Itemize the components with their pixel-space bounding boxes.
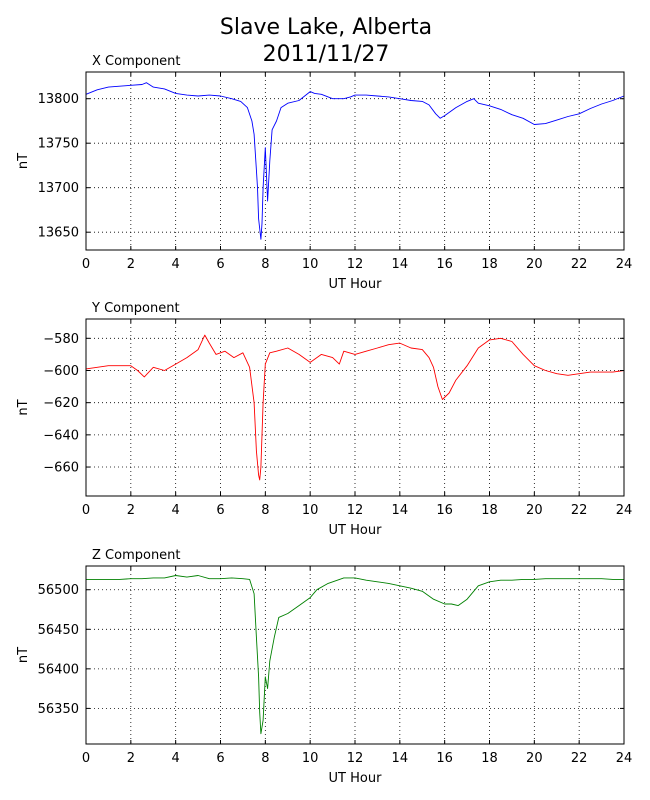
x-tick-label: 24: [616, 257, 633, 272]
series-line: [85, 82, 625, 240]
x-tick-label: 2: [127, 257, 135, 272]
x-tick-label: 24: [616, 503, 633, 518]
x-tick-label: 16: [436, 751, 453, 766]
x-tick-label: 18: [481, 257, 498, 272]
x-tick-label: 18: [481, 751, 498, 766]
y-tick-label: 13750: [38, 137, 79, 152]
x-tick-label: 8: [261, 257, 269, 272]
x-tick-label: 22: [571, 257, 588, 272]
x-tick-label: 14: [392, 503, 409, 518]
x-tick-label: 2: [127, 503, 135, 518]
y-tick-label: 13650: [38, 226, 79, 241]
x-tick-label: 0: [82, 751, 90, 766]
x-axis-label: UT Hour: [329, 277, 383, 292]
x-tick-label: 4: [172, 751, 180, 766]
y-axis-label: nT: [16, 399, 31, 415]
figure-title-line1: Slave Lake, Alberta: [220, 15, 432, 40]
x-tick-label: 14: [392, 751, 409, 766]
x-tick-label: 20: [526, 503, 543, 518]
y-tick-label: −620: [43, 396, 79, 411]
panel-title: Z Component: [92, 548, 181, 563]
panel-title: Y Component: [91, 301, 180, 316]
x-tick-label: 6: [216, 257, 224, 272]
x-tick-label: 0: [82, 503, 90, 518]
x-tick-label: 4: [172, 257, 180, 272]
x-tick-label: 10: [302, 503, 319, 518]
x-tick-label: 8: [261, 751, 269, 766]
y-tick-label: −640: [43, 428, 79, 443]
y-axis-label: nT: [16, 153, 31, 169]
series-line: [86, 575, 624, 735]
y-axis-label: nT: [16, 647, 31, 663]
chart-panel-1: 0 2 4 6 8 10 12 14 16 18 20 22 241365013700137501380…: [16, 54, 632, 292]
y-tick-label: 56500: [38, 583, 79, 598]
x-tick-label: 14: [392, 257, 409, 272]
x-axis-label: UT Hour: [329, 523, 383, 538]
x-tick-label: 24: [616, 751, 633, 766]
series-line: [85, 334, 625, 481]
panel-title: X Component: [92, 54, 181, 69]
x-tick-label: 20: [526, 751, 543, 766]
x-tick-label: 6: [216, 503, 224, 518]
x-tick-label: 16: [436, 503, 453, 518]
x-tick-label: 8: [261, 503, 269, 518]
x-tick-label: 4: [172, 503, 180, 518]
x-tick-label: 12: [347, 503, 364, 518]
y-tick-label: −660: [43, 461, 79, 476]
x-tick-label: 16: [436, 257, 453, 272]
x-tick-label: 12: [347, 257, 364, 272]
x-tick-label: 18: [481, 503, 498, 518]
x-tick-label: 22: [571, 751, 588, 766]
y-tick-label: −600: [43, 364, 79, 379]
chart-panel-2: 0 2 4 6 8 10 12 14 16 18 20 22 24−660−640−620−600−58…: [16, 301, 632, 538]
x-axis-label: UT Hour: [329, 771, 383, 786]
figure-title-line2: 2011/11/27: [263, 42, 390, 67]
y-tick-label: 13700: [38, 181, 79, 196]
y-tick-label: 56400: [38, 662, 79, 677]
x-tick-label: 22: [571, 503, 588, 518]
y-tick-label: 56350: [38, 702, 79, 717]
x-tick-label: 20: [526, 257, 543, 272]
x-tick-label: 12: [347, 751, 364, 766]
x-tick-label: 10: [302, 257, 319, 272]
y-tick-label: −580: [43, 332, 79, 347]
chart-panel-3: 0 2 4 6 8 10 12 14 16 18 20 22 245635056400564505650…: [16, 548, 632, 786]
x-tick-label: 6: [216, 751, 224, 766]
y-tick-label: 56450: [38, 623, 79, 638]
y-tick-label: 13800: [38, 92, 79, 107]
panels: 0 2 4 6 8 10 12 14 16 18 20 22 241365013700137501380…: [16, 54, 632, 786]
x-tick-label: 0: [82, 257, 90, 272]
x-tick-label: 10: [302, 751, 319, 766]
x-tick-label: 2: [127, 751, 135, 766]
